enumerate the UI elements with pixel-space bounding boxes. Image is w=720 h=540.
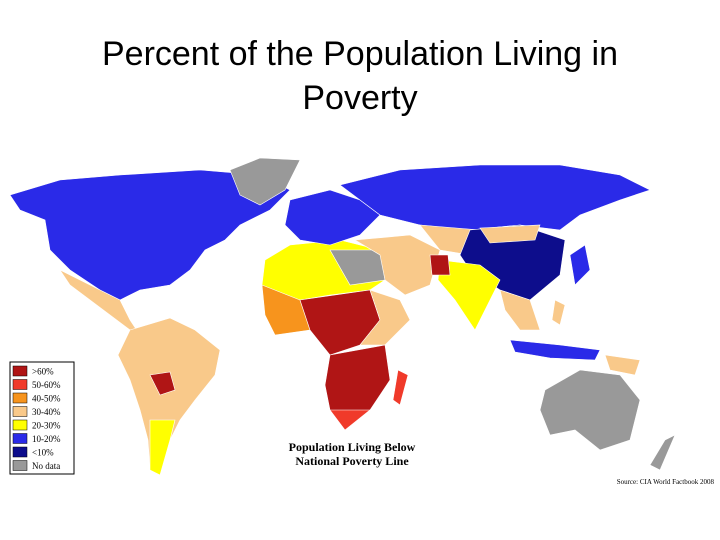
legend-label: 30-40% (32, 407, 61, 417)
bolivia (149, 371, 176, 396)
new-zealand (649, 434, 676, 471)
caption: National Poverty Line (295, 454, 409, 468)
russia (339, 164, 651, 231)
west-africa (261, 284, 311, 336)
legend-label: 40-50% (32, 394, 61, 404)
caption: Population Living Below (289, 440, 416, 454)
legend-label: 20-30% (32, 421, 61, 431)
europe (284, 189, 381, 246)
legend-label: No data (32, 461, 60, 471)
papua (604, 354, 641, 376)
legend-swatch (12, 419, 28, 431)
legend-label: 10-20% (32, 434, 61, 444)
indonesia (509, 339, 601, 361)
world-map (9, 157, 676, 476)
australia (539, 369, 641, 451)
legend-swatch (12, 392, 28, 404)
north-america (9, 169, 291, 301)
legend-swatch (12, 433, 28, 444)
legend-swatch (12, 460, 28, 471)
philippines (551, 299, 566, 326)
title: Percent of the Population Living in Pove… (101, 35, 618, 117)
afghanistan (429, 254, 451, 276)
legend-swatch (12, 379, 28, 390)
legend-label: 50-60% (32, 380, 61, 390)
south-america (117, 317, 221, 476)
middle-east (354, 234, 441, 296)
japan (569, 244, 591, 286)
madagascar (392, 369, 409, 406)
source: Source: CIA World Factbook 2008 (617, 478, 715, 486)
southeast-asia (499, 289, 541, 331)
greenland (229, 157, 301, 206)
south-africa (329, 409, 371, 431)
legend-label: <10% (32, 448, 54, 458)
legend-swatch (12, 446, 28, 458)
legend: >60% 50-60% 40-50% 30-40% 20-30% 10-20% <10% No… (12, 365, 61, 471)
india (437, 259, 501, 331)
legend-label: >60% (32, 367, 54, 377)
legend-swatch (12, 406, 28, 417)
mongolia (479, 224, 541, 244)
southern-cone (149, 419, 176, 476)
legend-swatch (12, 365, 28, 377)
